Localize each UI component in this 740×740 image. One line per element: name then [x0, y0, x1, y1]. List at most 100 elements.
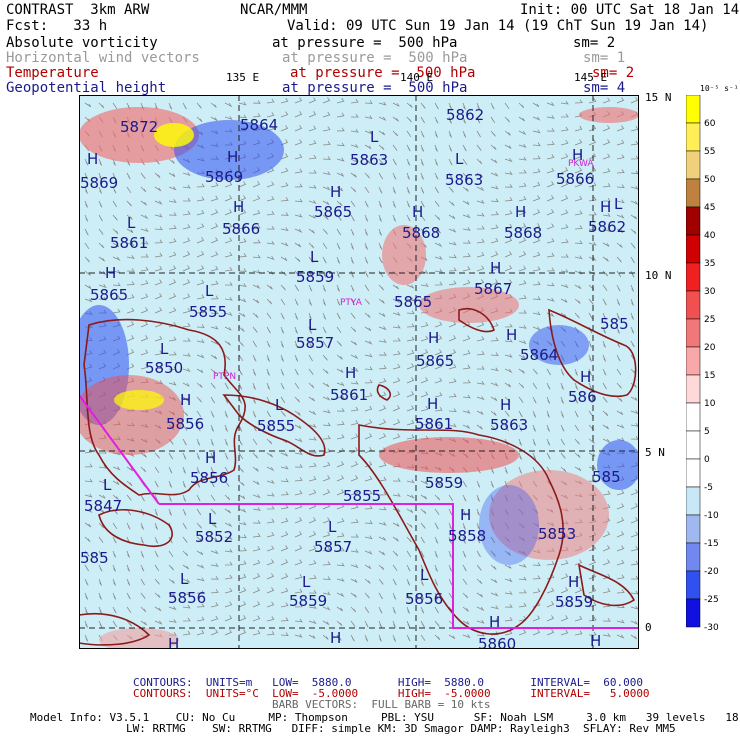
high-marker: H	[572, 146, 583, 164]
wind-barb	[238, 209, 247, 216]
wind-barb	[294, 490, 303, 496]
height-label: 585	[600, 315, 629, 333]
wind-barb	[406, 336, 415, 342]
wind-barb	[266, 545, 275, 552]
wind-barb	[378, 144, 385, 151]
wind-barb	[154, 606, 162, 612]
wind-barb	[238, 101, 247, 106]
wind-barb	[602, 531, 611, 538]
wind-barb	[238, 615, 247, 622]
wind-barb	[154, 592, 161, 598]
wind-barb	[112, 200, 118, 208]
wind-barb	[168, 351, 177, 356]
wind-barb	[126, 228, 134, 233]
wind-barb	[280, 602, 289, 608]
wind-barb	[266, 298, 273, 305]
wind-barb	[364, 340, 373, 345]
wind-barb	[126, 255, 135, 259]
wind-barb	[154, 213, 163, 218]
wind-barb	[532, 396, 537, 404]
wind-barb	[238, 629, 247, 636]
wind-barb	[336, 517, 345, 524]
wind-barb	[140, 536, 144, 544]
height-label: 585	[592, 468, 621, 486]
legend-swatch	[685, 374, 701, 404]
wind-barb	[574, 382, 578, 390]
wind-barb	[616, 214, 625, 219]
wind-barb	[336, 354, 343, 360]
wind-barb	[280, 617, 289, 622]
wind-barb	[392, 492, 401, 497]
wind-barb	[406, 377, 415, 384]
wind-barb	[252, 224, 261, 230]
wind-barb	[630, 200, 639, 206]
low-marker: L	[614, 195, 623, 213]
wind-barb	[280, 424, 287, 430]
wind-barb	[140, 620, 147, 626]
wind-barb	[574, 255, 583, 260]
wind-barb	[476, 592, 484, 598]
wind-barb	[308, 169, 317, 174]
wind-barb	[294, 139, 303, 146]
wind-barb	[252, 629, 261, 636]
wind-barb	[224, 102, 233, 108]
wind-barb	[350, 158, 358, 163]
wind-barb	[392, 284, 399, 290]
wind-barb	[84, 620, 88, 628]
wind-barb	[252, 354, 257, 362]
wind-barb	[518, 280, 527, 286]
wind-barb	[406, 592, 410, 600]
legend-label: 40	[704, 231, 716, 241]
wind-barb	[476, 251, 485, 258]
wind-barb	[280, 354, 284, 362]
wind-barb	[476, 536, 481, 544]
wind-barb	[476, 336, 485, 342]
wind-barb	[532, 382, 538, 390]
wind-barb	[560, 113, 569, 118]
wind-barb	[588, 211, 597, 216]
wind-barb	[448, 158, 453, 166]
wind-barb	[126, 242, 135, 247]
wind-barb	[406, 310, 415, 315]
nested-domain-outline	[159, 503, 639, 629]
wind-barb	[154, 226, 163, 231]
wind-barb	[448, 408, 457, 412]
wind-barb	[196, 508, 202, 516]
wind-barb	[504, 424, 509, 432]
wind-barb	[588, 226, 597, 231]
wind-barb	[546, 615, 555, 622]
wind-barb	[392, 363, 401, 370]
wind-barb	[140, 349, 149, 356]
wind-barb	[462, 102, 466, 110]
model-physics: LW: RRTMG SW: RRTMG DIFF: simple KM: 3D …	[126, 722, 676, 735]
wind-barb	[183, 197, 191, 202]
wind-barb	[308, 228, 315, 234]
wind-barb	[448, 144, 453, 152]
wind-barb	[602, 242, 610, 247]
wind-barb	[364, 353, 373, 358]
wind-barb	[98, 464, 107, 469]
wind-barb	[210, 368, 217, 375]
wind-barb	[154, 350, 163, 356]
wind-barb	[322, 591, 331, 596]
wind-barb	[560, 268, 569, 273]
height-label: 5855	[257, 417, 295, 435]
wind-barb	[476, 199, 485, 204]
wind-barb	[308, 604, 317, 609]
wind-barb	[238, 238, 247, 244]
wind-barb	[518, 237, 527, 244]
wind-barb	[266, 210, 275, 216]
legend-label: 25	[704, 315, 715, 325]
wind-barb	[532, 168, 541, 174]
wind-barb	[574, 153, 583, 160]
wind-barb	[196, 577, 205, 582]
wind-barb	[224, 629, 233, 636]
wind-barb	[504, 223, 513, 230]
legend-swatch	[685, 318, 701, 348]
wind-barb	[224, 535, 233, 540]
wind-barb	[266, 587, 275, 594]
legend-label: -20	[704, 567, 719, 577]
legend-unit: 10⁻⁵ s⁻¹	[700, 84, 739, 93]
low-marker: L	[370, 128, 379, 146]
wind-barb	[182, 337, 191, 342]
